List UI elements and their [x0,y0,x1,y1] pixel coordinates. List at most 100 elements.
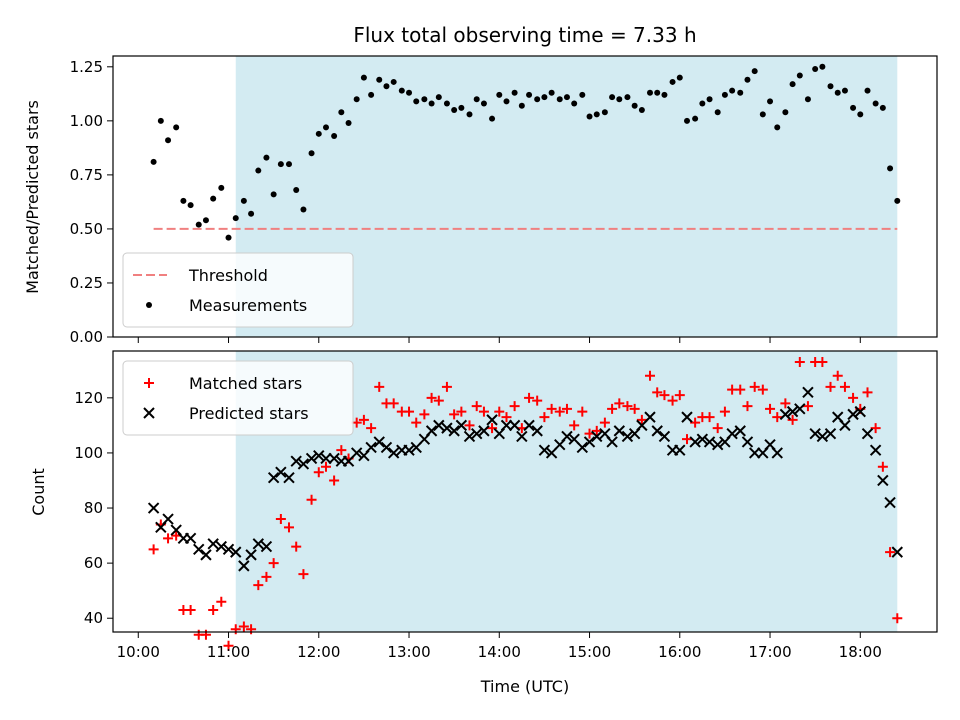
data-point [721,91,728,98]
x-tick-label: 16:00 [658,643,701,661]
series-measurements [150,63,901,241]
data-point [293,187,300,194]
data-point [601,109,608,116]
data-point [150,158,157,165]
data-point [879,104,886,111]
data-point [263,154,270,161]
data-point [862,387,873,398]
data-point [240,197,247,204]
data-point [614,398,625,409]
data-point [425,425,438,437]
x-tick-label: 13:00 [387,643,430,661]
data-point [373,436,385,448]
data-point [218,184,225,191]
data-point [252,538,265,550]
data-point [794,403,806,415]
data-point [646,89,653,96]
data-point [774,124,781,131]
data-point [222,543,235,556]
data-point [478,406,489,417]
x-tick-label: 17:00 [748,643,791,661]
data-point [298,569,309,580]
data-point [441,381,452,392]
data-point [877,474,889,487]
data-point [796,72,803,79]
data-point [380,441,393,454]
data-point [591,430,603,443]
data-point [704,412,715,423]
data-point [388,398,399,409]
data-point [338,109,345,116]
data-point [238,560,250,572]
data-point [812,65,819,72]
data-point [471,427,483,440]
y-tick-label: 0.00 [70,328,103,346]
y-tick-label: 80 [84,499,103,517]
data-point [861,427,874,440]
data-point [892,613,903,624]
data-point [638,107,645,114]
data-point [681,411,693,423]
data-point [456,406,467,417]
data-point [538,444,551,456]
data-point [435,94,442,101]
data-point [636,414,647,425]
x-tick-label: 12:00 [297,643,340,661]
data-point [187,202,194,209]
data-point [185,604,196,615]
data-point [789,81,796,88]
data-point [644,370,655,381]
data-point [887,165,894,172]
data-point [661,91,668,98]
data-point [260,540,273,553]
data-point [885,547,896,558]
data-point [749,381,760,392]
data-point [225,234,232,241]
data-point [689,436,701,448]
data-point [443,100,450,107]
data-point [652,387,663,398]
data-point [193,543,205,556]
data-point [275,466,287,478]
y-tick-label: 0.50 [70,220,103,238]
data-point [577,406,588,417]
data-point [503,98,510,105]
plot-frame [112,350,938,633]
data-point [719,406,730,417]
legend-label: Predicted stars [189,404,309,423]
y-tick-label: 40 [84,609,103,627]
data-point [487,423,498,434]
data-point [711,438,724,451]
data-point [511,89,518,96]
y-tick-label: 60 [84,554,103,572]
data-point [336,445,347,456]
data-point [322,124,329,131]
data-point [471,401,482,412]
x-tick-label: 14:00 [478,643,521,661]
data-point [690,417,701,428]
data-point [163,533,174,544]
panel-counts: 40 60 80 100 120 10:00 11:00 12:00 13:00 14:00 15:… [74,350,938,661]
legend-swatch [143,407,155,419]
data-point [616,96,623,103]
data-point [200,629,211,640]
data-point [501,412,512,423]
data-point [576,441,589,454]
data-point [802,386,814,399]
data-point [366,423,377,434]
data-point [674,444,686,456]
data-point [200,549,212,561]
data-point [735,384,746,395]
y-tick-label: 0.75 [70,166,103,184]
data-point [496,91,503,98]
data-point [531,425,543,437]
data-point [268,558,279,569]
data-point [654,89,661,96]
data-point [696,433,709,445]
data-point [802,401,813,412]
data-point [165,137,172,144]
data-point [779,408,792,421]
data-point [458,104,465,111]
data-point [757,384,768,395]
